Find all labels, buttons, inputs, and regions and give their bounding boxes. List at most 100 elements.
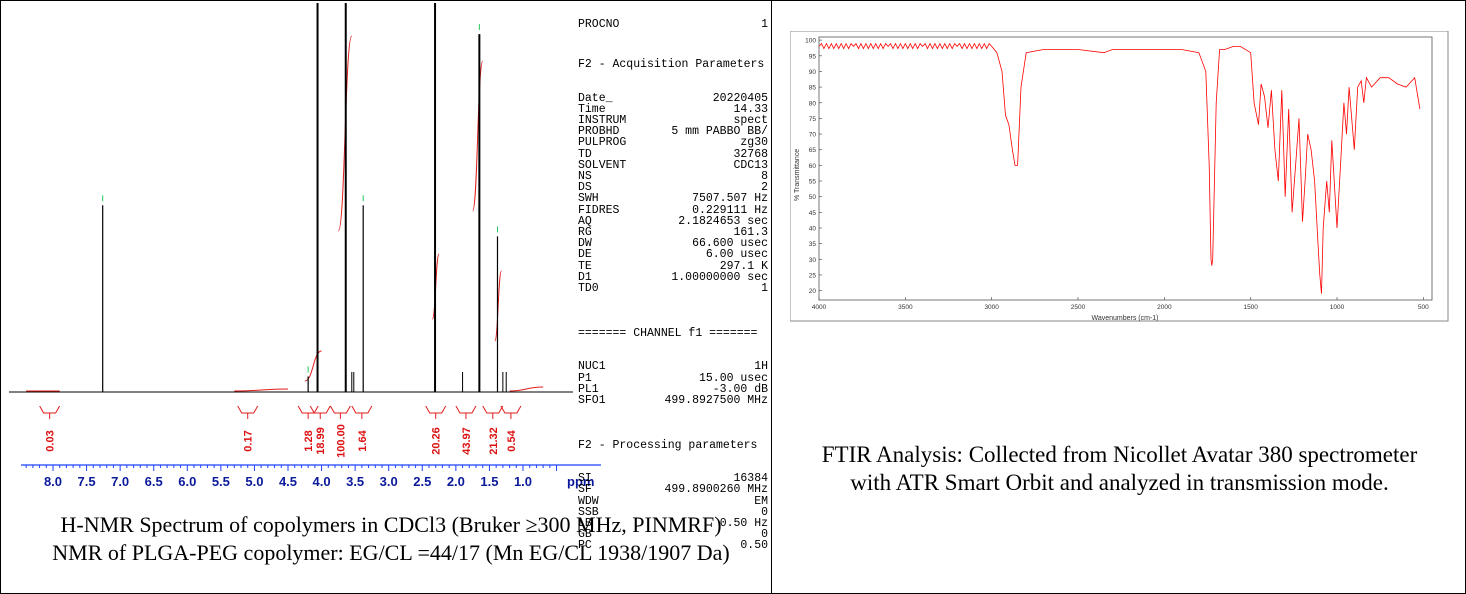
nmr-integral-value: 0.03 [45, 430, 57, 451]
param-row: INSTRUM spect [578, 114, 768, 128]
ftir-y-ticks: 20 25 30 35 40 45 50 55 60 65 70 75 80 85 90 95 100 [805, 38, 822, 295]
ftir-y-tick-label: 80 [809, 100, 817, 107]
ftir-x-tick-label: 500 [1418, 304, 1429, 311]
param-row: DS 2 [578, 181, 768, 195]
ftir-y-tick-label: 65 [809, 147, 817, 154]
param-value: 20220405 [712, 91, 768, 105]
param-key: SOLVENT [578, 158, 627, 172]
ftir-x-tick-label: 1500 [1243, 304, 1258, 311]
nmr-peaks [102, 3, 507, 392]
nmr-tick-label: 5.5 [212, 474, 230, 489]
param-value: 0 [761, 505, 768, 519]
param-key: RG [578, 226, 592, 240]
param-key: Date_ [578, 91, 613, 105]
param-value: 8 [761, 170, 768, 184]
channel-title: ======= CHANNEL f1 ======= [578, 326, 758, 340]
ftir-x-tick-label: 2000 [1157, 304, 1172, 311]
ftir-y-tick-label: 100 [805, 38, 816, 45]
param-key: PULPROG [578, 136, 627, 150]
param-key: DW [578, 237, 592, 251]
ftir-y-tick-label: 55 [809, 179, 817, 186]
nmr-integral-value: 100.00 [335, 424, 347, 458]
param-key: PC [578, 539, 592, 553]
nmr-integral-labels: 0.03 0.17 1.28 18.99 100.00 1.64 20.26 43.97 21.… [39, 405, 522, 458]
param-row: SI 16384 [578, 472, 768, 486]
nmr-tick-label: 7.0 [111, 474, 129, 489]
param-value: 16384 [733, 472, 768, 486]
param-row: Date_ 20220405 [578, 91, 768, 105]
ftir-y-tick-label: 60 [809, 163, 817, 170]
nmr-integral-curve [234, 388, 289, 392]
nmr-integral-value: 0.54 [506, 429, 518, 451]
ftir-panel: 20 25 30 35 40 45 50 55 60 65 70 75 80 85 90 95 100 4000… [772, 0, 1466, 594]
param-key: GB [578, 528, 592, 542]
param-row: NUC1 1H [578, 361, 768, 373]
nmr-integral-bracket [351, 405, 373, 414]
param-row: TD 32768 [578, 147, 768, 161]
nmr-integral-curves [26, 35, 544, 392]
ftir-x-tick-label: 3500 [898, 304, 913, 311]
param-value: 6.00 usec [705, 248, 768, 262]
ftir-y-axis-label: % Transmittance [794, 149, 801, 201]
param-value: 1.00000000 sec [671, 270, 768, 284]
ftir-x-tick-label: 1000 [1330, 304, 1345, 311]
param-row: PULPROG zg30 [578, 136, 768, 150]
ftir-y-tick-label: 75 [809, 116, 817, 123]
param-key: AQ [578, 214, 592, 228]
param-key: PROCNO [578, 18, 620, 32]
param-row: SFO1 499.8927500 MHz [578, 393, 768, 407]
nmr-integral-bracket [500, 405, 522, 414]
param-row: DE 6.00 usec [578, 248, 768, 262]
nmr-integral-value: 0.17 [243, 430, 255, 451]
param-value: EM [754, 494, 768, 508]
nmr-integral-value: 18.99 [315, 427, 327, 455]
nmr-tick-label: 7.5 [78, 474, 96, 489]
ftir-x-tick-label: 3000 [984, 304, 999, 311]
param-key: TD [578, 147, 592, 161]
param-key: SSB [578, 505, 599, 519]
param-key: LB [578, 516, 592, 530]
nmr-integral-curve [494, 270, 503, 342]
param-value: 5 mm PABBO BB/ [671, 125, 768, 139]
nmr-integral-curve [304, 350, 322, 382]
param-value: 14.33 [733, 102, 768, 116]
ftir-spectrum-line [818, 42, 1421, 294]
param-key: PL1 [578, 382, 599, 396]
acq-params-title: F2 - Acquisition Parameters [578, 58, 765, 72]
param-row: GB 0 [578, 528, 768, 542]
nmr-integral-bracket [309, 405, 331, 414]
param-value: 66.600 usec [692, 237, 768, 251]
param-key: DS [578, 181, 592, 195]
nmr-x-axis-label: ppm [567, 474, 594, 489]
param-key: WDW [578, 494, 599, 508]
param-row: SWH 7507.507 Hz [578, 192, 768, 206]
nmr-integral-bracket [425, 405, 447, 414]
param-key: Time [578, 102, 606, 116]
param-row: SOLVENT CDC13 [578, 158, 768, 172]
param-value: 15.00 usec [698, 371, 768, 385]
nmr-integral-curve [509, 386, 544, 392]
param-key: SF [578, 483, 592, 497]
nmr-tick-label: 5.0 [245, 474, 263, 489]
param-value: 0.229111 Hz [692, 203, 768, 217]
nmr-integral-bracket [455, 405, 477, 414]
param-value: spect [733, 114, 768, 128]
nmr-integral-bracket [482, 405, 504, 414]
nmr-tick-label: 8.0 [44, 474, 62, 489]
ftir-y-tick-label: 70 [809, 132, 817, 139]
param-key: SI [578, 472, 592, 486]
param-key: SWH [578, 192, 599, 206]
nmr-integral-value: 1.64 [357, 429, 369, 451]
param-row: FIDRES 0.229111 Hz [578, 203, 768, 217]
param-key: PROBHD [578, 125, 620, 139]
nmr-spectrum-chart: 0.03 0.17 1.28 18.99 100.00 1.64 20.26 43.97 21.… [9, 3, 601, 489]
param-row: TD0 1 [578, 283, 768, 295]
ftir-y-tick-label: 95 [809, 53, 817, 60]
param-key: SFO1 [578, 393, 606, 407]
param-row: SF 499.8900260 MHz [578, 483, 768, 497]
param-value: 499.8927500 MHz [664, 393, 768, 407]
ftir-y-tick-label: 90 [809, 69, 817, 76]
param-row: PL1 -3.00 dB [578, 382, 768, 396]
nmr-integral-bracket [237, 405, 259, 414]
nmr-integral-bracket [297, 405, 319, 414]
